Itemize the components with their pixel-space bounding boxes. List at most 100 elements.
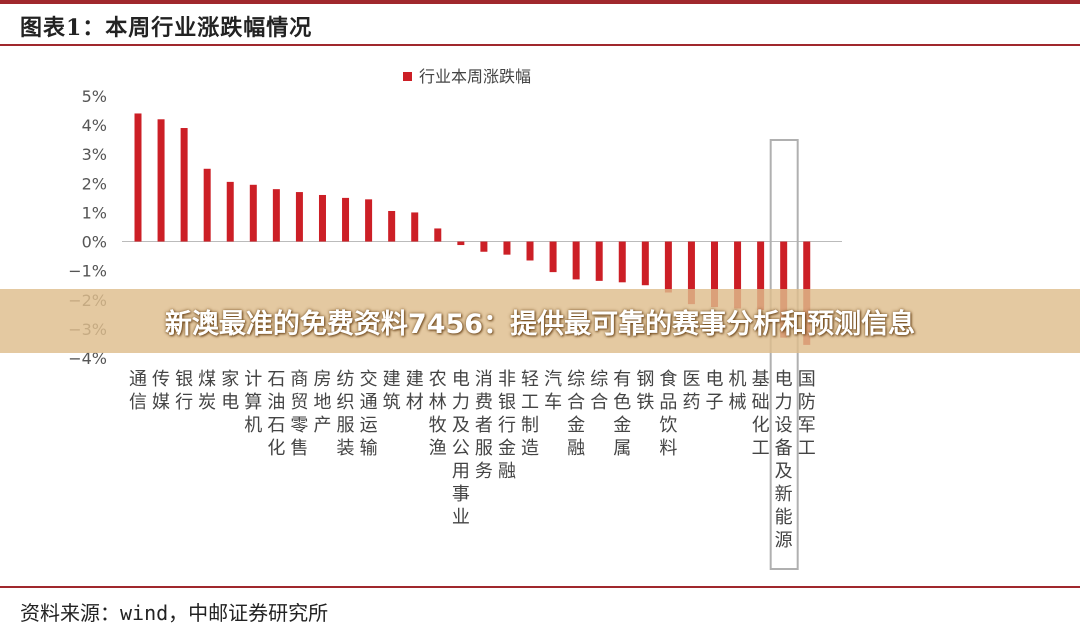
x-tick-label: 机 — [244, 415, 262, 436]
bar — [618, 241, 626, 283]
x-tick-label: 公 — [452, 438, 470, 459]
bar — [480, 241, 488, 252]
x-tick-label: 炭 — [198, 392, 216, 413]
x-tick-label: 纺 — [337, 369, 355, 390]
x-tick-label: 汽 — [544, 369, 562, 390]
bar — [411, 212, 419, 242]
bar — [342, 197, 350, 242]
bar — [664, 241, 672, 293]
bar — [526, 241, 534, 261]
x-tick-label: 房 — [313, 369, 331, 390]
x-tick-label: 食 — [659, 369, 677, 390]
x-tick-label: 制 — [521, 415, 539, 436]
bar — [157, 119, 165, 242]
x-tick-label: 信 — [129, 392, 147, 413]
x-tick-label: 商 — [290, 369, 308, 390]
x-tick-label: 色 — [613, 392, 631, 413]
x-tick-label: 家 — [221, 369, 239, 390]
bar — [595, 241, 603, 281]
x-tick-label: 车 — [544, 392, 562, 413]
x-tick-label: 油 — [267, 392, 285, 413]
x-tick-label: 工 — [798, 438, 816, 459]
bar — [687, 241, 695, 305]
x-tick-label: 零 — [290, 415, 308, 436]
x-tick-label: 消 — [475, 369, 493, 390]
y-tick-label: −4% — [68, 349, 107, 368]
x-tick-label: 算 — [244, 392, 262, 413]
x-tick-label: 金 — [498, 438, 516, 459]
x-tick-label: 产 — [313, 415, 331, 436]
y-tick-label: 5% — [82, 87, 107, 106]
x-tick-label: 者 — [475, 415, 493, 436]
bar — [572, 241, 580, 280]
x-tick-label: 牧 — [429, 415, 447, 436]
x-tick-label: 基 — [752, 369, 770, 390]
y-tick-label: 1% — [82, 203, 107, 222]
x-tick-label: 融 — [567, 438, 585, 459]
x-tick-label: 电 — [706, 369, 724, 390]
x-tick-label: 交 — [360, 369, 378, 390]
x-tick-label: 防 — [798, 392, 816, 413]
highlight-box — [769, 139, 799, 570]
x-tick-label: 服 — [475, 438, 493, 459]
x-tick-label: 能 — [775, 507, 793, 528]
bar — [734, 241, 742, 309]
x-tick-label: 地 — [313, 392, 331, 413]
x-tick-label: 石 — [267, 369, 285, 390]
bar — [272, 189, 280, 242]
x-tick-label: 服 — [337, 415, 355, 436]
x-tick-label: 力 — [775, 392, 793, 413]
x-tick-label: 事 — [452, 484, 470, 505]
x-tick-label: 通 — [129, 369, 147, 390]
x-tick-label: 通 — [360, 392, 378, 413]
y-tick-label: 4% — [82, 116, 107, 135]
x-tick-label: 化 — [267, 438, 285, 459]
bar — [295, 192, 303, 242]
x-tick-label: 造 — [521, 438, 539, 459]
x-tick-label: 行 — [175, 392, 193, 413]
legend-swatch — [403, 72, 412, 81]
x-tick-label: 设 — [775, 415, 793, 436]
x-tick-label: 及 — [452, 415, 470, 436]
x-tick-label: 械 — [729, 392, 747, 413]
x-tick-label: 金 — [567, 415, 585, 436]
x-tick-label: 础 — [752, 392, 770, 413]
x-tick-label: 品 — [659, 392, 677, 413]
x-tick-label: 农 — [429, 369, 447, 390]
x-tick-label: 输 — [360, 438, 378, 459]
bottom-rule — [0, 586, 1080, 588]
x-tick-label: 建 — [406, 369, 424, 390]
bar — [757, 241, 765, 310]
x-tick-label: 费 — [475, 392, 493, 413]
x-tick-label: 力 — [452, 392, 470, 413]
x-tick-label: 军 — [798, 415, 816, 436]
x-tick-label: 计 — [244, 369, 262, 390]
bar — [711, 241, 718, 308]
x-tick-label: 石 — [267, 415, 285, 436]
x-tick-label: 装 — [337, 438, 355, 459]
bar — [457, 241, 465, 246]
bar — [318, 194, 326, 242]
x-tick-label: 银 — [175, 369, 193, 390]
x-tick-label: 医 — [682, 369, 700, 390]
x-tick-label: 备 — [775, 438, 793, 459]
x-tick-label: 综 — [590, 369, 608, 390]
x-tick-label: 工 — [752, 438, 770, 459]
y-tick-label: −1% — [68, 262, 107, 281]
x-tick-label: 源 — [775, 530, 793, 551]
x-tick-label: 及 — [775, 461, 793, 482]
x-tick-label: 融 — [498, 461, 516, 482]
x-tick-label: 织 — [337, 392, 355, 413]
legend-label: 行业本周涨跌幅 — [419, 67, 531, 86]
x-tick-label: 新 — [775, 484, 793, 505]
x-tick-label: 业 — [452, 507, 470, 528]
overlay-banner: 新澳最准的免费资料7456：提供最可靠的赛事分析和预测信息 — [0, 289, 1080, 353]
x-tick-label: 金 — [613, 415, 631, 436]
x-tick-label: 国 — [798, 369, 816, 390]
x-tick-label: 电 — [221, 392, 239, 413]
x-tick-label: 轻 — [521, 369, 539, 390]
x-tick-label: 铁 — [636, 392, 654, 413]
bar — [549, 241, 557, 273]
x-tick-label: 电 — [452, 369, 470, 390]
x-tick-label: 传 — [152, 369, 170, 390]
